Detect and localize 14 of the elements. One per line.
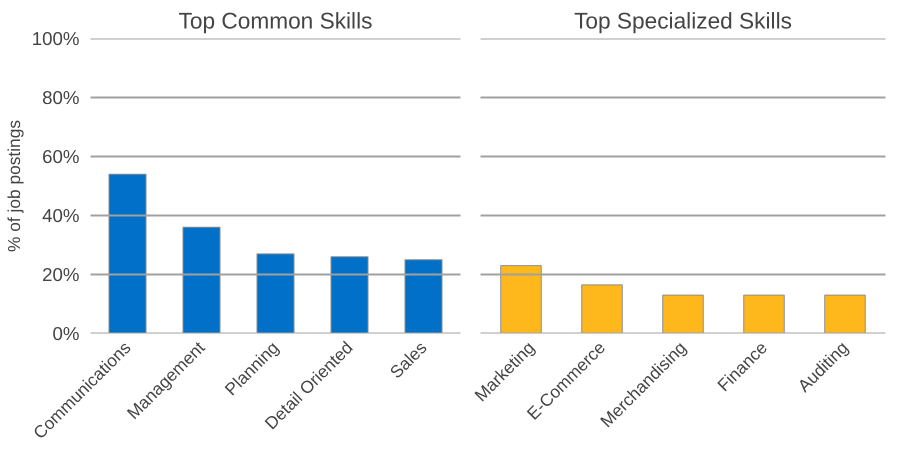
y-tick-label: 100% [32, 28, 80, 49]
y-tick-label: 0% [52, 323, 80, 344]
y-tick-label: 80% [42, 87, 80, 108]
y-tick-label: 60% [42, 146, 80, 167]
chart-title: Top Specialized Skills [574, 8, 792, 34]
chart-title: Top Common Skills [178, 8, 372, 34]
bar [108, 174, 146, 334]
bar [404, 259, 442, 334]
bar [182, 226, 220, 334]
y-tick-label: 20% [42, 264, 80, 285]
bar [256, 253, 294, 334]
bar [330, 256, 368, 334]
y-axis-title: % of job postings [4, 120, 24, 252]
y-tick-label: 40% [42, 205, 80, 226]
